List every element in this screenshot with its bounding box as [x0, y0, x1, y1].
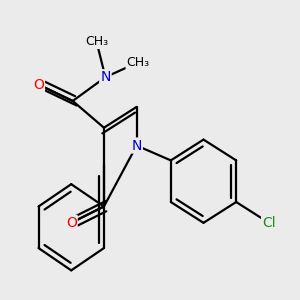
Text: N: N	[100, 70, 111, 84]
Text: Cl: Cl	[262, 216, 276, 230]
Text: N: N	[131, 139, 142, 152]
Text: O: O	[33, 78, 44, 92]
Text: CH₃: CH₃	[85, 35, 108, 48]
Text: CH₃: CH₃	[127, 56, 150, 69]
Text: O: O	[66, 216, 77, 230]
